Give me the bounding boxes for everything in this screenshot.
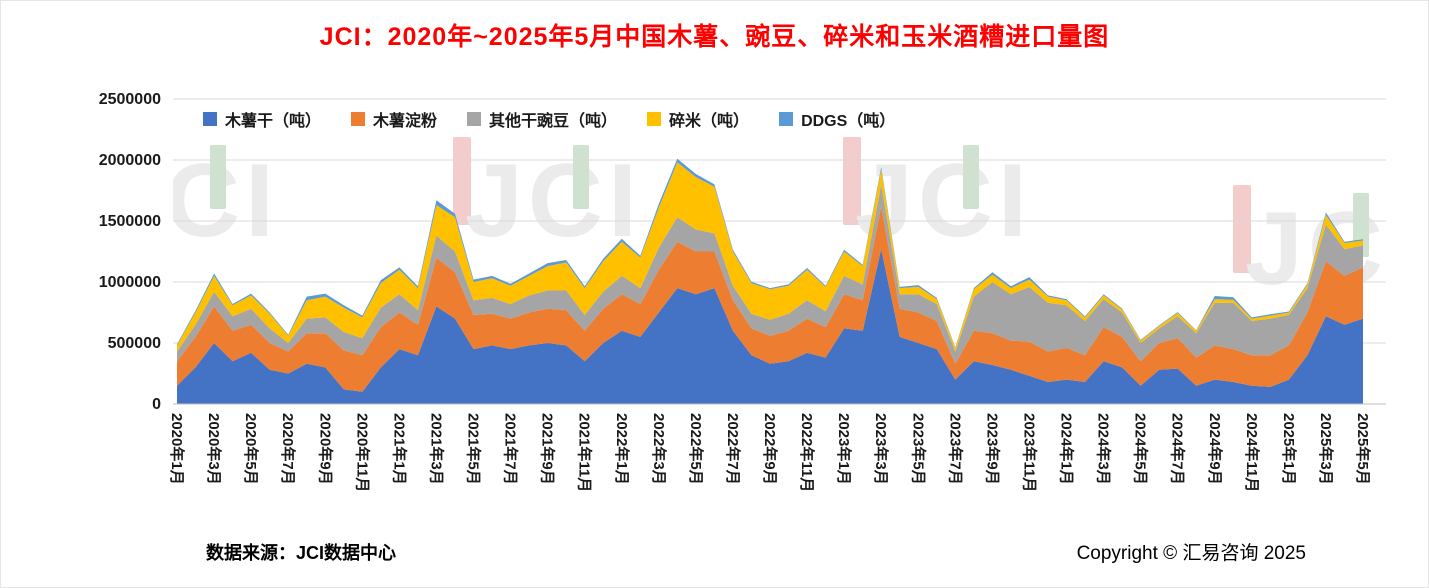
watermark-green-bar-icon [210, 145, 226, 209]
legend-label: 其他干豌豆（吨） [489, 113, 618, 130]
area-series-1 [177, 206, 1363, 392]
x-tick-label: 2021年9月 [539, 413, 557, 485]
x-tick-label: 2024年7月 [1169, 413, 1187, 485]
y-axis-labels: 0 500000 1000000 1500000 2000000 2500000 [99, 91, 161, 413]
x-tick-label: 2022年3月 [650, 413, 668, 485]
x-tick-label: 2020年1月 [168, 413, 186, 485]
x-tick-label: 2024年3月 [1095, 413, 1113, 485]
x-tick-label: 2024年5月 [1132, 413, 1150, 485]
y-tick-label: 500000 [108, 335, 161, 352]
x-tick-label: 2022年11月 [798, 413, 816, 492]
chart-legend: 木薯干（吨） 木薯淀粉 其他干豌豆（吨） 碎米（吨） DDGS（吨） [203, 107, 895, 131]
y-tick-label: 0 [152, 396, 161, 413]
x-tick-label: 2023年7月 [946, 413, 964, 485]
legend-item: 其他干豌豆（吨） [467, 107, 617, 131]
x-tick-label: 2020年5月 [242, 413, 260, 485]
y-tick-label: 1500000 [99, 213, 161, 230]
x-tick-label: 2021年1月 [390, 413, 408, 485]
y-tick-label: 2000000 [99, 152, 161, 169]
area-series-2 [177, 184, 1363, 364]
x-tick-label: 2025年5月 [1354, 413, 1372, 485]
x-tick-label: 2020年9月 [316, 413, 334, 485]
y-tick-label: 1000000 [99, 274, 161, 291]
x-tick-label: 2020年11月 [353, 413, 371, 492]
area-series-0 [177, 249, 1363, 404]
x-tick-label: 2021年3月 [427, 413, 445, 485]
x-tick-label: 2023年9月 [983, 413, 1001, 485]
x-tick-label: 2021年5月 [465, 413, 483, 485]
x-tick-label: 2022年5月 [687, 413, 705, 485]
copyright-label: Copyright © 汇易咨询 2025 [1076, 543, 1306, 564]
legend-label: 木薯淀粉 [373, 113, 438, 130]
x-tick-label: 2022年7月 [724, 413, 742, 485]
legend-item: 木薯干（吨） [203, 107, 321, 131]
watermark-green-bar-icon [963, 145, 979, 209]
x-tick-label: 2024年9月 [1206, 413, 1224, 485]
area-series-group [177, 158, 1363, 404]
x-tick-label: 2024年1月 [1058, 413, 1076, 485]
x-tick-label: 2021年7月 [502, 413, 520, 485]
x-tick-label: 2021年11月 [576, 413, 594, 492]
y-tick-label: 2500000 [99, 91, 161, 108]
x-tick-label: 2025年3月 [1317, 413, 1335, 485]
x-tick-label: 2023年3月 [872, 413, 890, 485]
x-tick-label: 2022年9月 [761, 413, 779, 485]
watermark-red-bar-icon [453, 137, 471, 225]
x-tick-label: 2020年3月 [205, 413, 223, 485]
legend-item: DDGS（吨） [779, 107, 895, 131]
x-tick-label: 2023年1月 [835, 413, 853, 485]
x-tick-label: 2020年7月 [279, 413, 297, 485]
area-series-3 [177, 162, 1363, 352]
data-source-label: 数据来源：JCI数据中心 [206, 543, 397, 563]
legend-label: 碎米（吨） [669, 113, 750, 130]
x-axis-labels: 2020年1月 2020年3月 2020年5月 2020年7月 2020年9月 2020年… [168, 413, 1372, 492]
legend-swatch-icon [203, 112, 217, 126]
jci-watermark: JCI [451, 133, 651, 283]
watermark-red-bar-icon [843, 137, 861, 225]
legend-swatch-icon [779, 112, 794, 126]
x-tick-label: 2025年1月 [1280, 413, 1298, 485]
chart-title: JCI：2020年~2025年5月中国木薯、豌豆、碎米和玉米酒糟进口量图 [319, 23, 1110, 51]
legend-swatch-icon [351, 112, 366, 126]
x-tick-label: 2022年1月 [613, 413, 631, 485]
watermark-jci-text: JCI [465, 143, 642, 259]
legend-swatch-icon [467, 112, 482, 126]
legend-label: DDGS（吨） [801, 113, 896, 130]
watermark-red-bar-icon [1233, 185, 1251, 273]
legend-item: 碎米（吨） [647, 107, 749, 131]
legend-item: 木薯淀粉 [351, 107, 437, 131]
watermark-green-bar-icon [573, 145, 589, 209]
legend-label: 木薯干（吨） [225, 113, 322, 130]
x-tick-label: 2024年11月 [1243, 413, 1261, 492]
jci-watermark: JCI [173, 133, 288, 283]
x-tick-label: 2023年11月 [1020, 413, 1038, 492]
legend-swatch-icon [647, 112, 662, 126]
x-tick-label: 2023年5月 [909, 413, 927, 485]
